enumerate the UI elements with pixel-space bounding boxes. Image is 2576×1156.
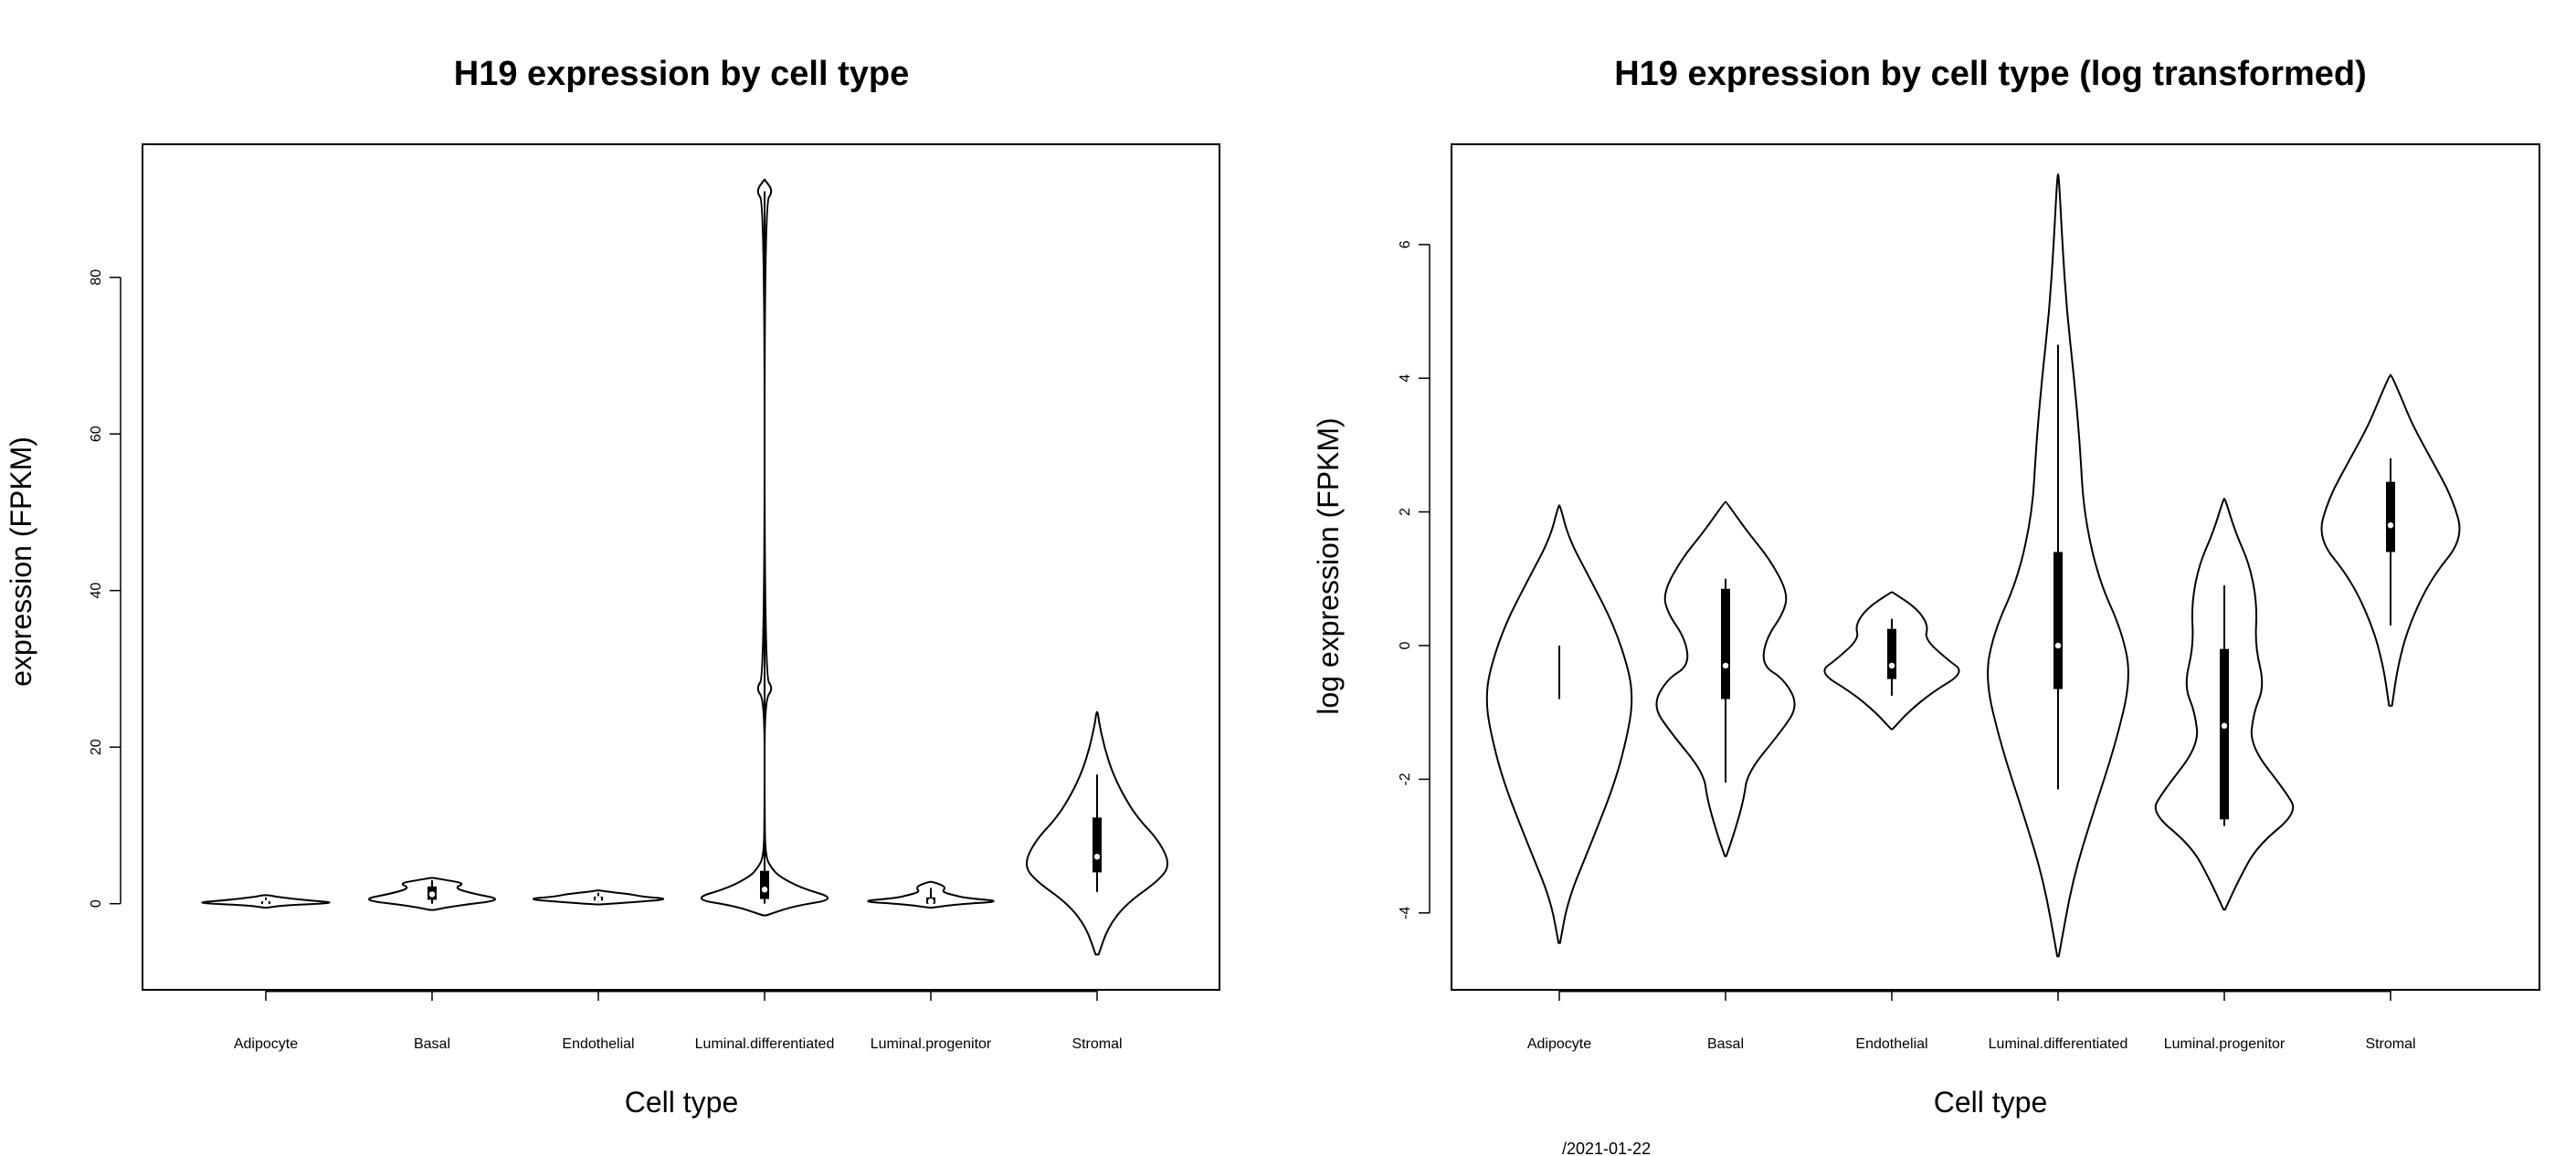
chart-title: H19 expression by cell type — [454, 55, 909, 93]
violin-outline — [1485, 504, 1633, 944]
x-tick-label: Luminal.differentiated — [1989, 1036, 2128, 1052]
y-tick-label: 6 — [1398, 240, 1413, 248]
violin-outline — [1823, 591, 1960, 730]
x-axis: Adipocyte Basal Endothelial Luminal.differe… — [1527, 989, 2416, 1052]
y-tick-label: -2 — [1398, 772, 1413, 785]
violin-basal — [1655, 500, 1796, 857]
y-axis-label: log expression (FPKM) — [1312, 417, 1345, 714]
violins — [1485, 173, 2461, 958]
median-point — [927, 898, 934, 905]
chart-title: H19 expression by cell type (log transfo… — [1614, 55, 2367, 93]
x-tick-label: Basal — [1707, 1036, 1744, 1052]
median-point — [2387, 522, 2394, 529]
median-point — [428, 891, 436, 898]
violin-luminal-progenitor — [2154, 498, 2295, 911]
violin-outline — [1655, 500, 1796, 857]
y-tick-label: 2 — [1398, 508, 1413, 516]
x-tick-label: Luminal.progenitor — [2164, 1036, 2286, 1052]
x-tick-label: Adipocyte — [234, 1036, 298, 1052]
violin-adipocyte — [1485, 504, 1633, 944]
x-tick-label: Luminal.differentiated — [695, 1036, 835, 1052]
y-tick-label: 20 — [89, 739, 104, 755]
iqr-box — [1721, 588, 1730, 699]
violin-luminal-progenitor — [867, 880, 995, 909]
violin-outline — [2320, 373, 2461, 707]
y-axis: -4 -2 0 2 4 6 — [1398, 240, 1431, 920]
violin-outline — [1026, 710, 1168, 956]
violin-basal — [367, 877, 497, 911]
y-tick-label: 4 — [1398, 374, 1413, 383]
median-point — [1722, 662, 1729, 669]
iqr-box — [2053, 552, 2063, 689]
x-axis-label: Cell type — [625, 1086, 739, 1119]
violin-outline — [533, 889, 664, 906]
violins — [201, 178, 1168, 956]
x-tick-label: Stromal — [1072, 1036, 1122, 1052]
median-point — [1888, 662, 1895, 669]
plot-frame — [1451, 143, 2540, 991]
y-tick-label: 80 — [89, 269, 104, 286]
x-tick-label: Luminal.progenitor — [871, 1036, 992, 1052]
violin-outline — [367, 877, 497, 911]
violin-endothelial — [1823, 591, 1960, 730]
violin-outline — [2154, 498, 2295, 911]
violin-luminal-differentiated — [701, 178, 829, 917]
y-axis: 0 20 40 60 80 — [89, 269, 121, 908]
iqr-box — [1093, 817, 1102, 873]
median-point — [262, 899, 269, 907]
violin-outline — [1987, 173, 2129, 958]
plot-frame — [142, 143, 1220, 991]
y-tick-label: -4 — [1398, 907, 1413, 920]
x-axis-label: Cell type — [1934, 1086, 2048, 1119]
median-point — [2054, 642, 2062, 649]
x-tick-label: Basal — [414, 1036, 450, 1052]
median-point — [761, 887, 768, 893]
median-point — [595, 896, 602, 902]
x-tick-label: Endothelial — [562, 1036, 634, 1052]
violin-stromal — [1026, 710, 1168, 956]
y-tick-label: 60 — [89, 426, 104, 442]
x-axis: Adipocyte Basal Endothelial Luminal.differe… — [234, 989, 1123, 1052]
violin-outline — [701, 178, 829, 917]
violin-outline — [867, 880, 995, 909]
x-tick-label: Stromal — [2365, 1036, 2415, 1052]
footer-date: /2021-01-22 — [1562, 1140, 1651, 1156]
violin-outline — [201, 894, 331, 909]
violin-panel-raw: H19 expression by cell type Cell type ex… — [5, 55, 1220, 1119]
violin-luminal-differentiated — [1987, 173, 2129, 958]
y-tick-label: 0 — [89, 899, 104, 908]
iqr-box — [2220, 648, 2229, 820]
violin-endothelial — [533, 889, 664, 906]
y-tick-label: 40 — [89, 583, 104, 599]
x-tick-label: Endothelial — [1855, 1036, 1927, 1052]
violin-stromal — [2320, 373, 2461, 707]
violin-panel-log: H19 expression by cell type (log transfo… — [1312, 55, 2540, 1119]
median-point — [2221, 722, 2228, 730]
iqr-box — [1887, 628, 1896, 679]
median-point — [1093, 854, 1101, 860]
x-tick-label: Adipocyte — [1527, 1036, 1591, 1052]
y-tick-label: 0 — [1398, 641, 1413, 649]
y-axis-label: expression (FPKM) — [5, 436, 37, 687]
iqr-box — [760, 870, 769, 899]
iqr-box — [2386, 481, 2395, 552]
violin-adipocyte — [201, 894, 331, 909]
